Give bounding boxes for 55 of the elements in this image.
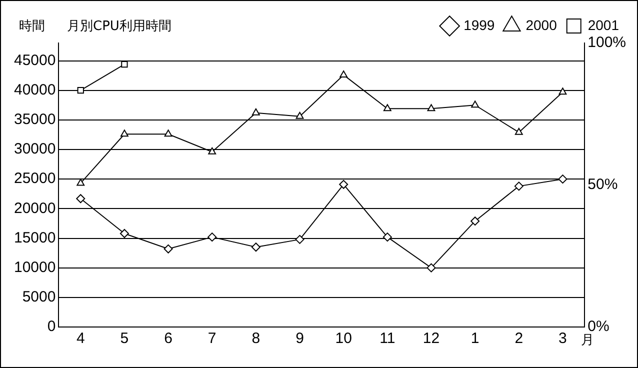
chart-title: 月別CPU利用時間 xyxy=(67,18,172,35)
point xyxy=(426,263,436,272)
y2-tick-label: 100% xyxy=(588,34,626,52)
point xyxy=(296,112,304,119)
x-tick-label: 7 xyxy=(208,330,216,348)
y-tick-label: 15000 xyxy=(14,229,56,246)
x-tick-label: 8 xyxy=(252,330,260,348)
point xyxy=(77,87,84,94)
x-tick-label: 12 xyxy=(422,330,440,348)
point xyxy=(252,108,260,116)
point xyxy=(340,70,348,78)
point xyxy=(121,60,128,68)
point xyxy=(120,130,128,137)
point xyxy=(558,88,567,95)
y-tick-label: 5000 xyxy=(22,288,56,306)
y-tick-label: 25000 xyxy=(14,170,56,188)
point xyxy=(295,234,304,244)
y-tick-label: 40000 xyxy=(14,81,56,98)
x-tick-label: 1 xyxy=(470,330,480,348)
point xyxy=(558,174,568,184)
x-tick-label: 11 xyxy=(380,330,396,348)
point xyxy=(470,216,480,226)
point xyxy=(164,130,172,137)
x-tick-label: 10 xyxy=(335,330,352,348)
legend-label: 1999 xyxy=(464,16,495,33)
point xyxy=(471,100,480,108)
point xyxy=(251,242,260,252)
x-tick-label: 9 xyxy=(296,330,304,348)
point xyxy=(339,180,348,189)
point xyxy=(208,147,216,154)
point xyxy=(208,232,217,242)
y2-tick-label: 50% xyxy=(588,176,618,194)
point xyxy=(382,232,392,242)
y-tick-label: 30000 xyxy=(14,140,56,158)
x-tick-label: 5 xyxy=(120,330,129,348)
point xyxy=(514,128,523,135)
y-tick-label: 0 xyxy=(47,318,56,336)
x-tick-label: 6 xyxy=(164,330,172,348)
point xyxy=(427,104,436,112)
y-axis-title: 時間 xyxy=(19,18,45,35)
point xyxy=(164,244,173,254)
y-tick-label: 20000 xyxy=(14,200,56,217)
y-tick-label: 35000 xyxy=(14,111,56,128)
x-tick-label: 4 xyxy=(76,330,85,348)
point xyxy=(383,104,392,112)
legend-label: 2001 xyxy=(588,16,620,33)
legend-label: 2000 xyxy=(526,16,558,33)
point xyxy=(120,229,129,238)
y-tick-label: 45000 xyxy=(14,52,56,69)
point xyxy=(76,194,86,204)
x-tick-label: 3 xyxy=(558,330,567,348)
point xyxy=(514,182,524,191)
x-tick-label: 2 xyxy=(514,330,524,348)
point xyxy=(76,178,85,186)
y-tick-label: 10000 xyxy=(14,258,56,276)
